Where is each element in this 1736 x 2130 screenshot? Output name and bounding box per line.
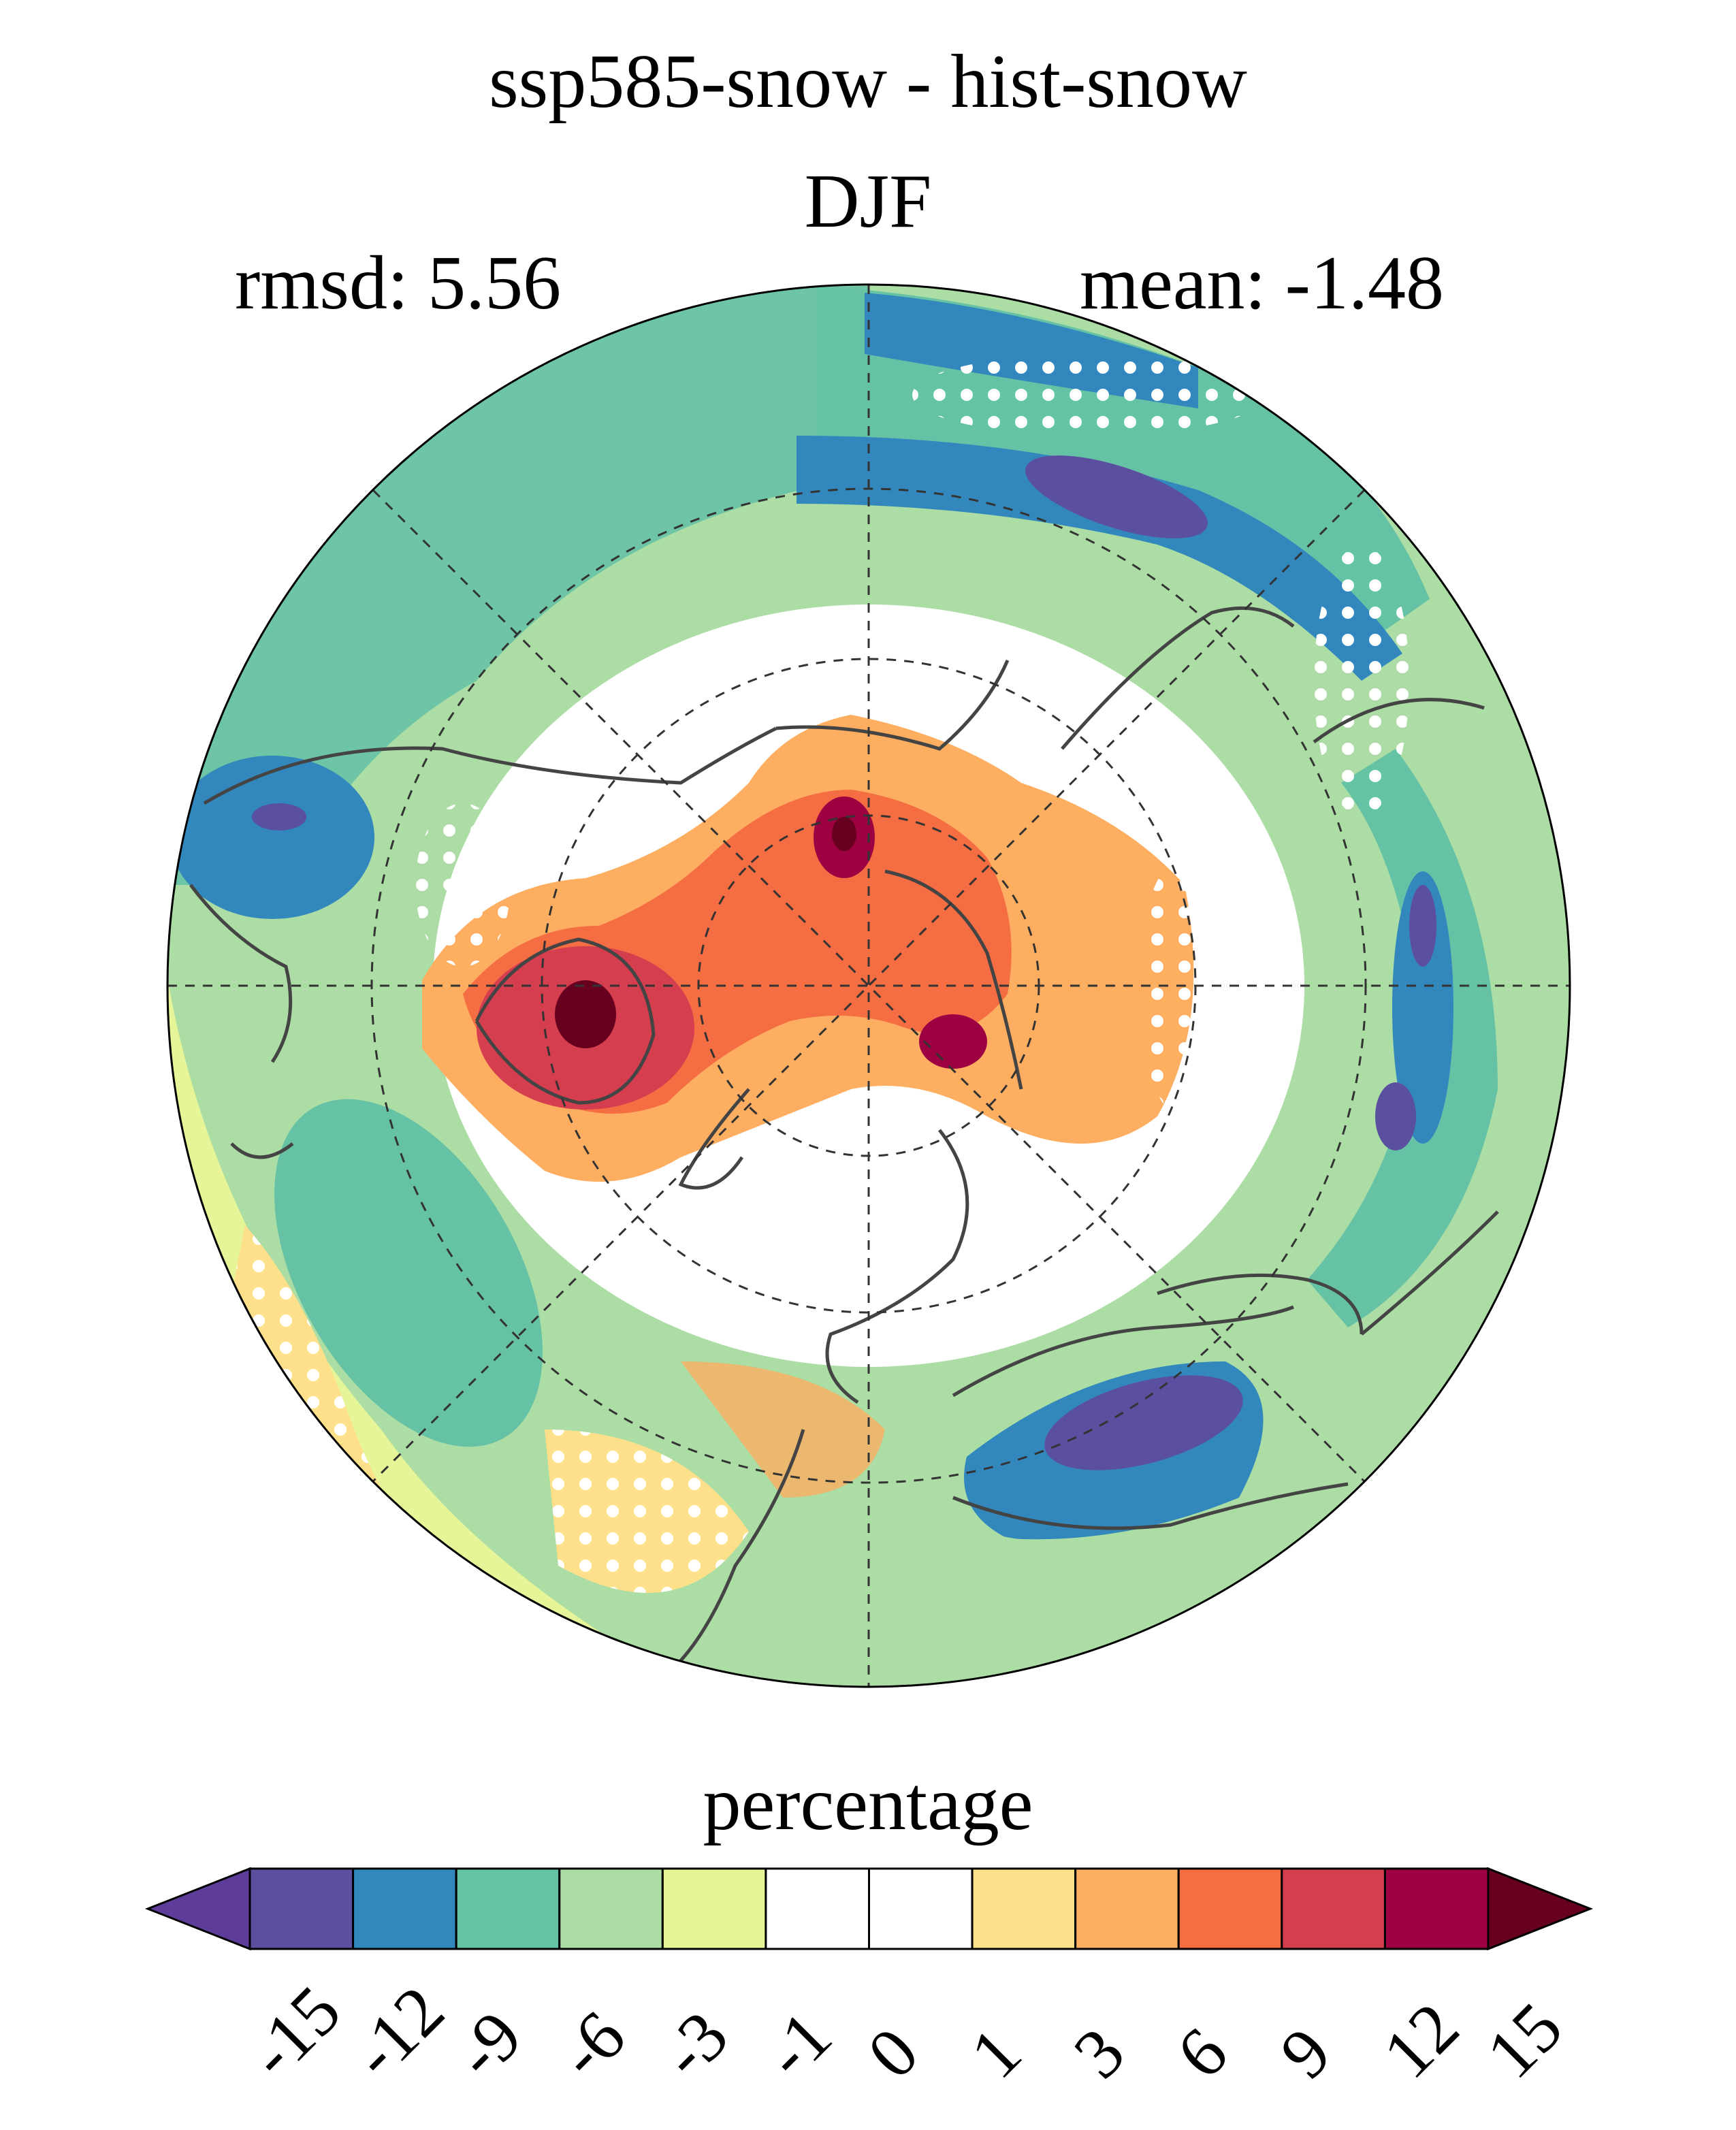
colorbar-box bbox=[765, 1867, 870, 1950]
colorbar-extend-high bbox=[1487, 1867, 1594, 1951]
colorbar-box bbox=[971, 1867, 1077, 1950]
colorbar-box bbox=[1074, 1867, 1180, 1950]
colorbar-box bbox=[1177, 1867, 1283, 1950]
colorbar-box bbox=[558, 1867, 664, 1950]
map-border bbox=[166, 283, 1571, 1688]
colorbar-box bbox=[1383, 1867, 1490, 1950]
coastlines bbox=[189, 606, 1499, 1669]
colorbar-extend-low bbox=[144, 1867, 251, 1951]
colorbar-box bbox=[248, 1867, 355, 1950]
figure-title: ssp585-snow - hist-snow bbox=[489, 39, 1247, 124]
colorbar-box bbox=[352, 1867, 457, 1950]
colorbar-box bbox=[661, 1867, 767, 1950]
colorbar-box bbox=[1281, 1867, 1386, 1950]
colorbar-title: percentage bbox=[703, 1762, 1033, 1846]
mean-label: mean: -1.48 bbox=[1080, 241, 1444, 325]
colorbar-box bbox=[455, 1867, 561, 1950]
graticule bbox=[167, 285, 1570, 1687]
rmsd-label: rmsd: 5.56 bbox=[235, 241, 562, 325]
colorbar-box bbox=[868, 1867, 974, 1950]
season-label: DJF bbox=[804, 159, 932, 244]
